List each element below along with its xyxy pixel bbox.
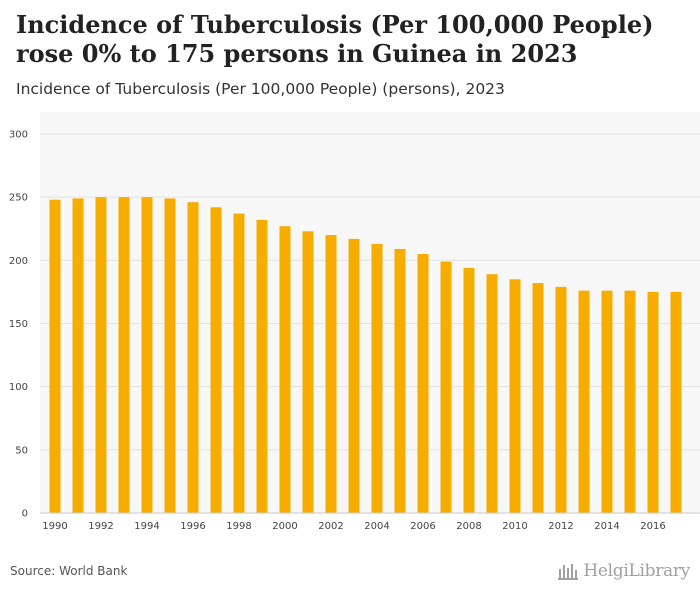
bar-1990 xyxy=(49,199,61,513)
x-tick-label: 2002 xyxy=(318,521,343,532)
x-tick-label: 1990 xyxy=(42,521,67,532)
bar-1998 xyxy=(233,213,245,513)
bar-1996 xyxy=(187,202,199,513)
bar-1995 xyxy=(164,198,176,513)
bar-2000 xyxy=(279,226,291,513)
bar-2001 xyxy=(302,231,314,513)
y-axis-ticks: 0 50 100 150 200 250 300 xyxy=(9,130,28,520)
x-tick-label: 2010 xyxy=(502,521,527,532)
bar-2005 xyxy=(394,248,406,514)
bar-1992 xyxy=(95,197,107,513)
source-text: Source: World Bank xyxy=(10,564,128,578)
bar-chart: 0 50 100 150 200 250 300 1990 1992 1994 1996 1998 2… xyxy=(9,112,700,532)
bar-2010 xyxy=(509,279,521,513)
x-tick-label: 2004 xyxy=(364,521,389,532)
bar-1991 xyxy=(72,198,84,513)
x-tick-label: 2014 xyxy=(594,521,619,532)
y-tick-label: 0 xyxy=(22,509,28,520)
bar-2004 xyxy=(371,243,383,513)
bar-2015 xyxy=(624,290,636,513)
library-icon xyxy=(558,564,579,580)
y-tick-label: 100 xyxy=(9,382,28,393)
bar-1997 xyxy=(210,207,222,514)
x-tick-label: 1996 xyxy=(180,521,205,532)
brand-name: HelgiLibrary xyxy=(583,561,690,581)
bar-2002 xyxy=(325,235,337,514)
x-tick-label: 1994 xyxy=(134,521,159,532)
bar-2017 xyxy=(670,291,682,513)
bar-1999 xyxy=(256,219,268,513)
plot-background xyxy=(40,112,700,514)
chart-subtitle: Incidence of Tuberculosis (Per 100,000 P… xyxy=(16,80,505,98)
brand-logo[interactable]: HelgiLibrary xyxy=(557,560,690,582)
bar-2003 xyxy=(348,238,360,513)
bars xyxy=(49,197,682,514)
bar-2007 xyxy=(440,261,452,513)
x-tick-label: 2016 xyxy=(640,521,665,532)
y-tick-label: 200 xyxy=(9,256,28,267)
bar-2006 xyxy=(417,254,429,513)
x-tick-label: 2000 xyxy=(272,521,297,532)
y-tick-label: 50 xyxy=(15,445,28,456)
bar-2011 xyxy=(532,283,544,513)
y-tick-label: 250 xyxy=(9,193,28,204)
bar-2012 xyxy=(555,286,567,513)
chart-title: Incidence of Tuberculosis (Per 100,000 P… xyxy=(16,10,654,68)
bar-2009 xyxy=(486,274,498,513)
bar-2013 xyxy=(578,290,590,513)
bar-2016 xyxy=(647,291,659,513)
footer: Source: World Bank HelgiLibrary xyxy=(0,552,700,596)
x-tick-label: 2012 xyxy=(548,521,573,532)
bar-2014 xyxy=(601,290,613,513)
y-tick-label: 300 xyxy=(9,130,28,141)
x-tick-label: 1992 xyxy=(88,521,113,532)
bar-2008 xyxy=(463,267,475,513)
x-tick-label: 2008 xyxy=(456,521,481,532)
bar-1994 xyxy=(141,197,153,513)
y-tick-label: 150 xyxy=(9,319,28,330)
x-tick-label: 2006 xyxy=(410,521,435,532)
x-tick-label: 1998 xyxy=(226,521,251,532)
x-axis-ticks: 1990 1992 1994 1996 1998 2000 2002 2004 2006 2008… xyxy=(42,521,665,532)
bar-1993 xyxy=(118,197,130,513)
